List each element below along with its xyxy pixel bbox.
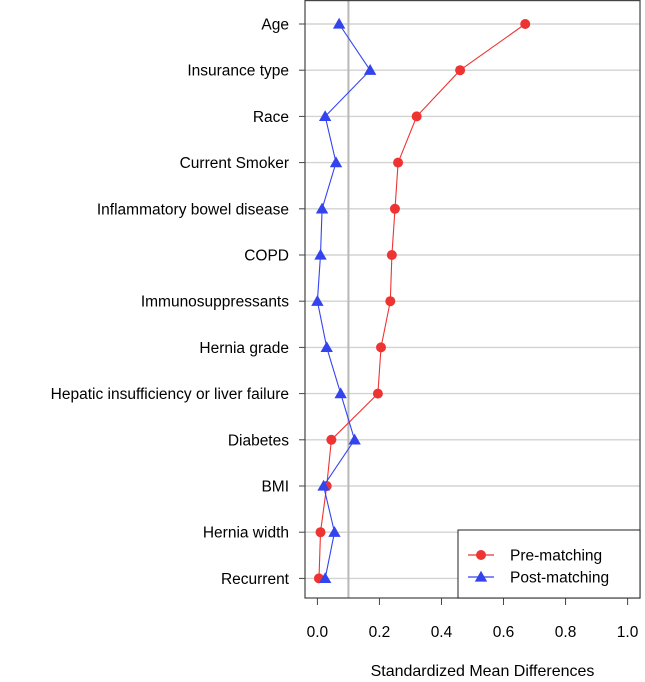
data-point-post-matching-diabetes (348, 433, 361, 445)
data-point-post-matching-bmi (317, 479, 330, 491)
legend-box (457, 529, 641, 599)
y-tick-label-diabetes: Diabetes (228, 432, 289, 449)
data-point-post-matching-hepatic-insufficiency-or-liver-failure (334, 387, 347, 399)
data-point-pre-matching-hernia-grade (375, 342, 386, 353)
data-point-pre-matching-immunosuppressants (385, 296, 396, 307)
data-point-post-matching-insurance-type (363, 64, 377, 75)
data-point-pre-matching-current-smoker (393, 157, 404, 168)
y-tick-label-current-smoker: Current Smoker (180, 155, 289, 172)
data-point-post-matching-recurrent (318, 572, 332, 584)
data-point-pre-matching-diabetes (326, 434, 337, 445)
y-tick-label-hernia-grade: Hernia grade (199, 340, 289, 357)
x-axis-title: Standardized Mean Differences (371, 663, 595, 680)
legend-marker-pre-matching (476, 550, 486, 560)
y-tick-label-hepatic-insufficiency-or-liver-failure: Hepatic insufficiency or liver failure (51, 386, 289, 403)
data-point-pre-matching-insurance-type (455, 65, 466, 76)
data-point-post-matching-race (318, 110, 332, 122)
plot-frame (304, 0, 641, 599)
data-point-pre-matching-inflammatory-bowel-disease (389, 203, 400, 214)
y-tick-label-recurrent: Recurrent (221, 571, 290, 588)
legend: Pre-matching Post-matching (457, 529, 641, 599)
legend-marker-post-matching (474, 570, 488, 582)
data-point-post-matching-copd (314, 248, 327, 260)
y-tick-label-inflammatory-bowel-disease: Inflammatory bowel disease (97, 201, 289, 218)
series-layer (311, 17, 531, 584)
data-point-pre-matching-hepatic-insufficiency-or-liver-failure (372, 388, 383, 399)
data-point-post-matching-hernia-grade (320, 341, 333, 353)
y-tick-label-age: Age (261, 17, 289, 34)
data-point-post-matching-hernia-width (328, 526, 341, 537)
x-tick-label: 0.2 (369, 624, 391, 641)
data-point-pre-matching-age (520, 19, 531, 29)
data-point-pre-matching-hernia-width (315, 527, 326, 538)
y-tick-label-bmi: BMI (261, 479, 289, 496)
data-point-post-matching-age (332, 17, 346, 29)
legend-label-post-matching: Post-matching (510, 570, 609, 587)
data-point-pre-matching-race (411, 111, 422, 122)
y-axis-labels: Age Insurance type Race Current Smoker Infla… (51, 17, 305, 588)
y-tick-label-immunosuppressants: Immunosuppressants (141, 294, 289, 311)
y-tick-label-race: Race (253, 109, 289, 126)
y-tick-label-insurance-type: Insurance type (187, 63, 289, 80)
legend-label-pre-matching: Pre-matching (510, 548, 602, 565)
x-tick-label: 0.0 (307, 624, 329, 641)
y-tick-label-hernia-width: Hernia width (203, 525, 289, 542)
data-point-post-matching-inflammatory-bowel-disease (315, 202, 329, 214)
series-post-matching (311, 17, 377, 584)
x-tick-label: 0.8 (555, 624, 577, 641)
x-tick-label: 0.4 (431, 624, 453, 641)
x-tick-label: 0.6 (493, 624, 515, 641)
data-point-post-matching-immunosuppressants (311, 295, 324, 306)
x-tick-label: 1.0 (617, 624, 639, 641)
x-axis: 0.0 0.2 0.4 0.6 0.8 1.0 (307, 597, 639, 641)
grid-lines (305, 23, 640, 580)
data-point-pre-matching-copd (386, 250, 397, 260)
y-tick-label-copd: COPD (244, 248, 289, 265)
data-point-post-matching-current-smoker (329, 156, 343, 168)
